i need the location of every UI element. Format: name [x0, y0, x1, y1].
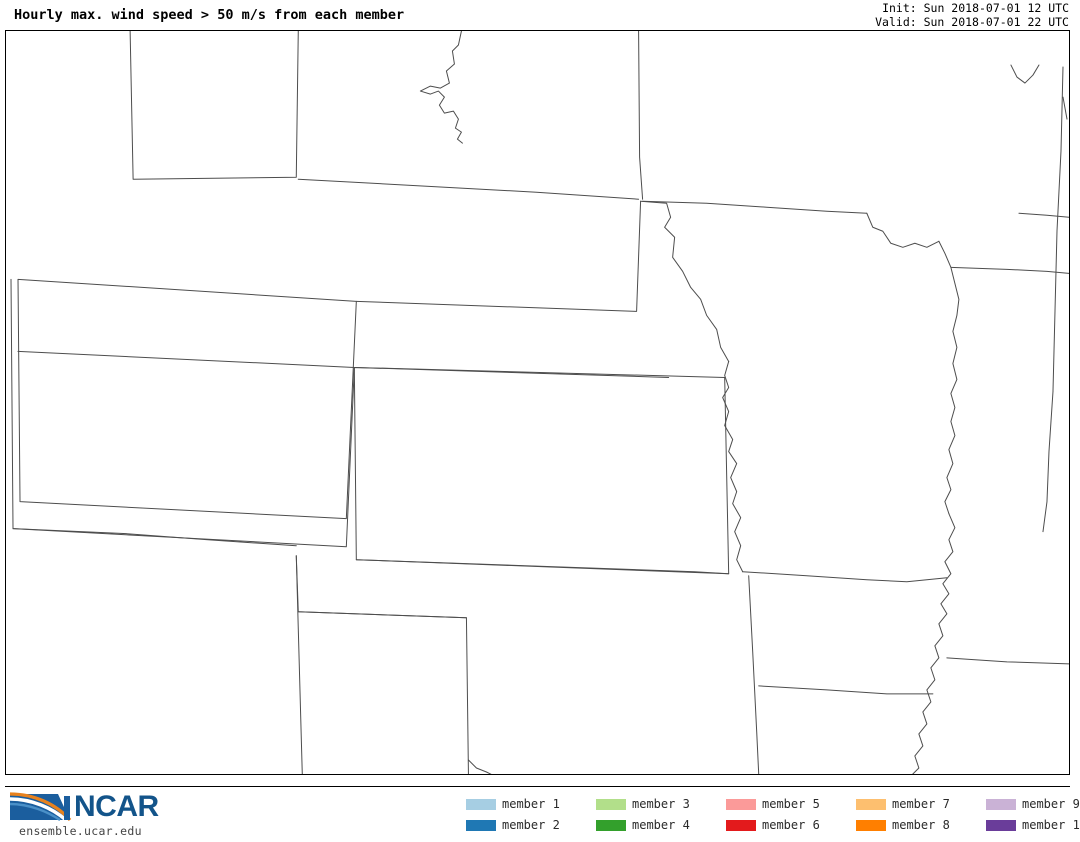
state-border-nd-mn — [639, 31, 643, 199]
legend-swatch-icon — [726, 820, 756, 831]
state-border-ky-tn — [947, 658, 1069, 664]
legend-swatch-icon — [856, 799, 886, 810]
legend-column-3: member 5 member 6 — [720, 794, 850, 838]
page-title: Hourly max. wind speed > 50 m/s from eac… — [14, 7, 405, 23]
state-border-tx-ok-east — [749, 576, 759, 774]
state-border-wy-ne-sd — [356, 201, 640, 311]
state-border-kansas — [354, 367, 728, 573]
state-border-il-in — [1053, 67, 1063, 391]
state-border-colorado — [11, 279, 354, 546]
ncar-logo-mark-icon — [9, 792, 72, 822]
legend-label: member 3 — [632, 797, 690, 811]
member-legend: member 1 member 2 member 3 member 4 member 5… — [460, 794, 1080, 838]
legend-label: member 10 — [1022, 818, 1080, 832]
river-mississippi-mo-il — [913, 514, 955, 774]
legend-label: member 4 — [632, 818, 690, 832]
legend-column-5: member 9 member 10 — [980, 794, 1080, 838]
legend-label: member 7 — [892, 797, 950, 811]
state-border-ia-mo — [743, 572, 947, 582]
state-border-ok-ks — [298, 612, 466, 618]
state-border-ne-sd — [641, 201, 729, 361]
ncar-wordmark: NCAR — [74, 790, 159, 823]
forecast-timestamps: Init: Sun 2018-07-01 12 UTC Valid: Sun 2… — [875, 1, 1069, 29]
footer-divider — [5, 786, 1070, 787]
map-panel[interactable] — [5, 30, 1070, 775]
state-border-mi-fragment — [1063, 97, 1067, 119]
lake-michigan-shore — [1011, 65, 1039, 83]
state-border-oklahoma — [296, 556, 468, 774]
legend-swatch-icon — [856, 820, 886, 831]
state-border-wi-il-east — [1019, 213, 1069, 217]
legend-column-2: member 3 member 4 — [590, 794, 720, 838]
state-border-nm-co — [13, 529, 296, 546]
river-missouri-dakotas — [420, 31, 462, 143]
legend-swatch-icon — [986, 799, 1016, 810]
state-border-il-ky — [1043, 391, 1053, 531]
state-border-ok-tx-redriver — [468, 760, 748, 774]
legend-label: member 1 — [502, 797, 560, 811]
ensemble-url-label[interactable]: ensemble.ucar.edu — [19, 824, 142, 838]
ncar-logo[interactable]: NCAR ensemble.ucar.edu — [8, 790, 208, 840]
legend-label: member 5 — [762, 797, 820, 811]
legend-swatch-icon — [466, 799, 496, 810]
legend-swatch-icon — [986, 820, 1016, 831]
legend-label: member 9 — [1022, 797, 1080, 811]
legend-column-1: member 1 member 2 — [460, 794, 590, 838]
legend-swatch-icon — [726, 799, 756, 810]
init-time-label: Init: Sun 2018-07-01 12 UTC — [882, 1, 1069, 15]
river-mississippi-upper — [939, 241, 959, 513]
state-border-wyoming — [18, 279, 356, 518]
header-bar: Hourly max. wind speed > 50 m/s from eac… — [0, 0, 1080, 30]
legend-label: member 8 — [892, 818, 950, 832]
legend-label: member 6 — [762, 818, 820, 832]
state-border-mn-ia — [643, 201, 867, 213]
legend-swatch-icon — [596, 820, 626, 831]
state-border-mo-ar — [759, 686, 933, 694]
map-canvas[interactable] — [6, 31, 1069, 774]
legend-swatch-icon — [466, 820, 496, 831]
state-border-mt-nd-sd — [298, 179, 638, 199]
state-border-wi-il-north — [951, 267, 1069, 273]
state-border-montana — [130, 31, 298, 179]
legend-label: member 2 — [502, 818, 560, 832]
state-border-ne-ia-mo — [723, 361, 743, 571]
valid-time-label: Valid: Sun 2018-07-01 22 UTC — [875, 15, 1069, 29]
legend-column-4: member 7 member 8 — [850, 794, 980, 838]
legend-swatch-icon — [596, 799, 626, 810]
state-border-mn-wi — [867, 213, 939, 247]
